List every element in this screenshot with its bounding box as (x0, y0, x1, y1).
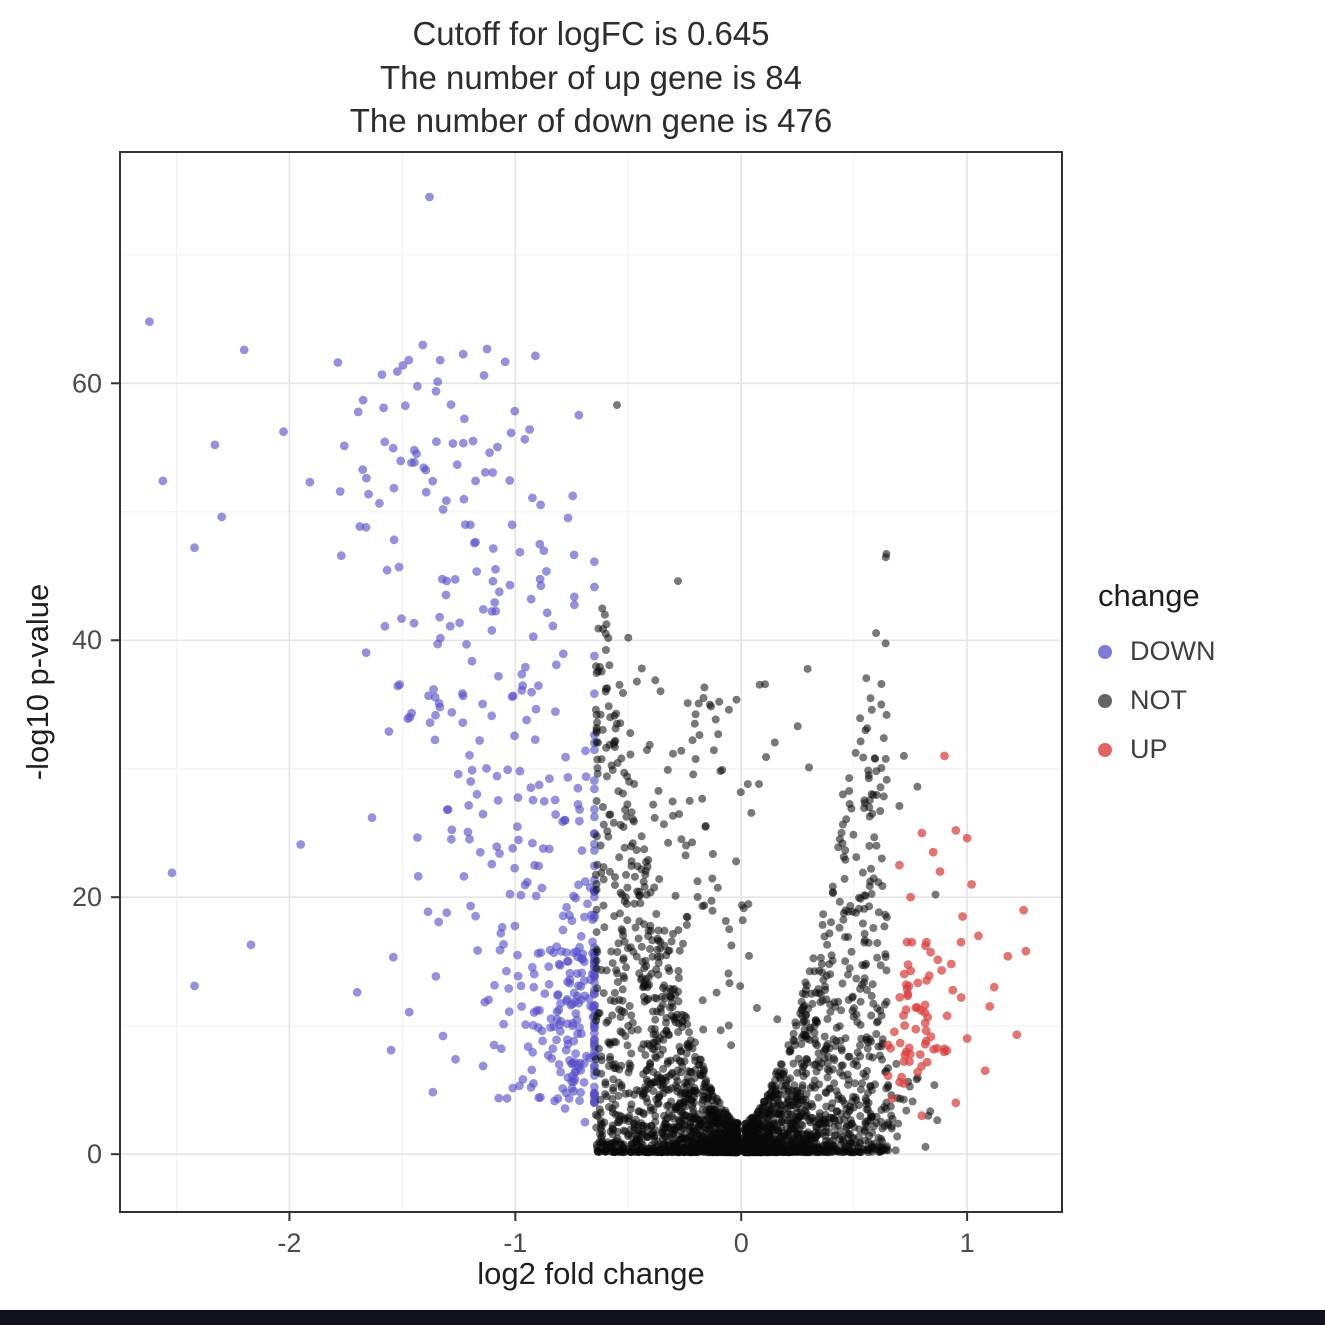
legend: change DOWN NOT UP (1098, 578, 1215, 783)
y-tick-label: 60 (72, 368, 102, 398)
legend-label-down: DOWN (1130, 636, 1216, 666)
legend-entry-down: DOWN (1098, 636, 1215, 667)
x-tick-label: 1 (960, 1228, 975, 1258)
y-tick-label: 0 (87, 1139, 102, 1169)
y-tick-label: 40 (72, 625, 102, 655)
legend-label-up: UP (1130, 734, 1168, 764)
x-tick-label: 0 (734, 1228, 749, 1258)
x-tick-label: -2 (277, 1228, 301, 1258)
legend-dot-not (1098, 693, 1112, 708)
legend-title: change (1098, 578, 1200, 613)
legend-entry-not: NOT (1098, 685, 1215, 716)
series-up-points (883, 751, 1031, 1120)
series-down-points (145, 192, 599, 1127)
legend-label-not: NOT (1130, 685, 1187, 715)
y-tick-label: 20 (72, 882, 102, 912)
x-tick-label: -1 (503, 1228, 527, 1258)
legend-dot-up (1098, 742, 1112, 757)
series-not-points (591, 401, 942, 1157)
legend-dot-down (1098, 644, 1112, 659)
legend-entry-up: UP (1098, 734, 1215, 765)
title-line-3: The number of down gene is 476 (349, 102, 833, 140)
plot-panel-border (119, 151, 1063, 1213)
title-line-2: The number of up gene is 84 (380, 58, 802, 96)
title-line-1: Cutoff for logFC is 0.645 (412, 15, 770, 52)
y-axis-label: -log10 p-value (20, 583, 55, 781)
x-axis-label: log2 fold change (477, 1256, 705, 1291)
chart-title: Cutoff for logFC is 0.645 The number of … (120, 12, 1062, 143)
footer-bar (0, 1310, 1325, 1325)
